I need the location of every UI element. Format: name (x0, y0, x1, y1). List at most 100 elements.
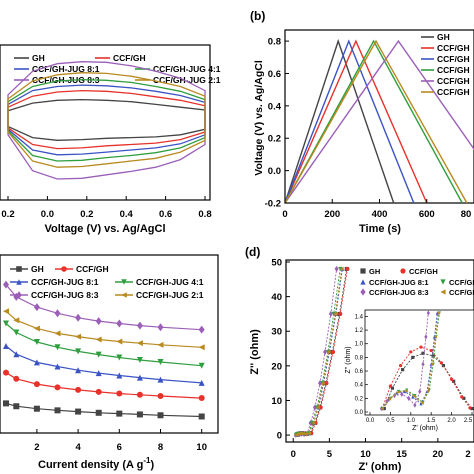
rate-xtick-label-1: 4 (75, 442, 81, 453)
inset-point-1-1 (388, 384, 392, 388)
rate-line-0 (5, 402, 202, 418)
rate-point-1-4 (75, 386, 82, 393)
gcd-curve-1 (285, 39, 428, 203)
rate-legend-label-0: GH (31, 264, 44, 274)
rate-xtick-label-0: 2 (34, 442, 39, 453)
rate-point-2-8 (157, 376, 164, 383)
rate-point-2-1 (13, 351, 20, 358)
rate-legend-marker-3 (121, 279, 127, 285)
panel-cv-xlabel: Voltage (V) vs. Ag/AgCl (44, 223, 165, 235)
cv-xtick-label-5: 0.8 (198, 209, 211, 220)
rate-point-3-8 (157, 359, 164, 366)
nyq-legend-marker-0 (360, 268, 366, 274)
panel-gcd-label: (b) (250, 9, 265, 23)
inset-point-3-7 (421, 361, 425, 367)
inset-line-0 (383, 352, 473, 409)
nyq-point-5-5 (303, 432, 308, 437)
inset-point-3-5 (413, 402, 417, 408)
inset-point-5-8 (433, 335, 437, 339)
nyq-point-1-9 (324, 381, 329, 386)
nyq-legend-marker-5 (440, 289, 446, 295)
rate-point-5-4 (75, 333, 82, 340)
inset-ytick-label-3: 0.8 (355, 355, 364, 361)
inset-ytick-label-0: 1.4 (355, 314, 364, 320)
panel-rate-xlabel-end: ) (150, 459, 154, 471)
panel-nyquist-frame (285, 259, 474, 443)
inset-ytick-label-7: 0.0 (355, 410, 364, 416)
gcd-ytick-label-4: 0.0 (268, 166, 281, 177)
rate-legend-label-2: CCF/GH-JUG 8:1 (31, 277, 99, 287)
gcd-legend-label-5: CCF/GH (437, 87, 470, 97)
rate-point-0-7 (136, 411, 143, 418)
rate-line-3 (5, 323, 202, 367)
rate-point-2-7 (136, 374, 143, 381)
rate-point-4-8 (157, 323, 164, 332)
inset-point-5-2 (396, 390, 400, 394)
nyquist-inset-xlabel: Z' (ohm) (412, 425, 438, 432)
rate-point-2-4 (75, 367, 82, 374)
rate-point-0-6 (116, 410, 123, 417)
rate-point-5-9 (198, 344, 205, 351)
inset-point-0-3 (411, 355, 415, 359)
nyq-point-1-11 (338, 311, 343, 316)
inset-point-1-2 (399, 363, 403, 368)
gcd-xtick-label-0: 0 (282, 209, 287, 220)
inset-xtick-label-0: 0.0 (366, 418, 375, 424)
inset-point-5-7 (430, 362, 434, 366)
rate-point-1-0 (3, 369, 9, 376)
rate-legend-marker-2 (16, 279, 22, 285)
rate-point-4-9 (198, 325, 205, 334)
panel-nyquist-label: (d) (245, 245, 260, 259)
rate-point-5-3 (54, 330, 61, 337)
panel-rate-legend: GH CCF/GH CCF/GH-JUG 8:1 CCF/GH-JUG 4:1 CCF/… (10, 264, 204, 300)
panel-cv-xticks: 0.2 0.0 0.2 0.4 0.6 0.8 (1, 196, 212, 220)
gcd-legend-label-3: CCF/GH (437, 65, 470, 75)
nyq-ytick-label-1: 40 (271, 292, 282, 303)
inset-point-2-5 (419, 402, 423, 406)
inset-point-0-5 (431, 354, 435, 358)
gcd-ytick-label-2: 0.4 (268, 101, 282, 112)
panel-rate-xlabel: Current density (A g-1) (38, 456, 154, 471)
nyq-point-1-12 (345, 266, 350, 271)
rate-point-4-2 (33, 303, 40, 312)
nyq-legend-label-3: CCF/GH-JUG 8:3 (369, 288, 429, 297)
nyq-legend-marker-1 (400, 268, 406, 274)
cv-legend-label-0: GH (32, 53, 45, 63)
rate-point-4-0 (3, 280, 9, 289)
gcd-xtick-label-2: 400 (372, 209, 388, 220)
gcd-legend-label-4: CCF/GH (437, 76, 470, 86)
rate-point-5-5 (95, 336, 102, 343)
nyq-point-3-11 (328, 310, 333, 317)
gcd-curve-5 (285, 39, 468, 203)
nyquist-inset-xticks: 0.0 0.5 1.0 1.5 2.0 2.5 (366, 412, 473, 424)
inset-point-1-3 (409, 350, 413, 354)
rate-point-0-8 (157, 412, 164, 419)
inset-point-2-3 (403, 389, 407, 394)
gcd-legend-label-1: CCF/GH (437, 43, 470, 53)
rate-point-3-6 (116, 354, 123, 361)
rate-point-5-0 (3, 308, 9, 315)
rate-point-4-5 (95, 317, 102, 326)
inset-point-1-8 (460, 395, 464, 399)
nyq-point-5-7 (311, 420, 316, 425)
panel-rate-xlabel-main: Current density (A g (38, 459, 143, 471)
inset-point-5-5 (420, 401, 424, 405)
nyq-legend-label-0: GH (369, 267, 380, 276)
inset-ytick-label-6: 0.2 (355, 396, 364, 402)
rate-point-0-5 (95, 409, 102, 416)
rate-point-4-1 (13, 292, 20, 301)
rate-xtick-label-3: 8 (158, 442, 163, 453)
inset-xtick-label-3: 1.5 (427, 418, 436, 424)
gcd-ytick-label-3: 0.2 (268, 134, 281, 145)
rate-point-0-3 (54, 407, 61, 414)
rate-point-2-6 (116, 372, 123, 379)
panel-cv-series (7, 61, 206, 180)
nyq-ytick-label-5: 0 (277, 431, 282, 442)
rate-point-0-0 (3, 400, 9, 407)
rate-xtick-label-4: 10 (196, 442, 207, 453)
nyquist-inset-yticks: 1.4 1.2 1.0 0.8 0.6 0.4 0.2 0.0 (355, 314, 368, 416)
rate-point-3-4 (75, 348, 82, 355)
rate-point-0-4 (75, 408, 82, 415)
inset-point-1-4 (419, 345, 423, 349)
